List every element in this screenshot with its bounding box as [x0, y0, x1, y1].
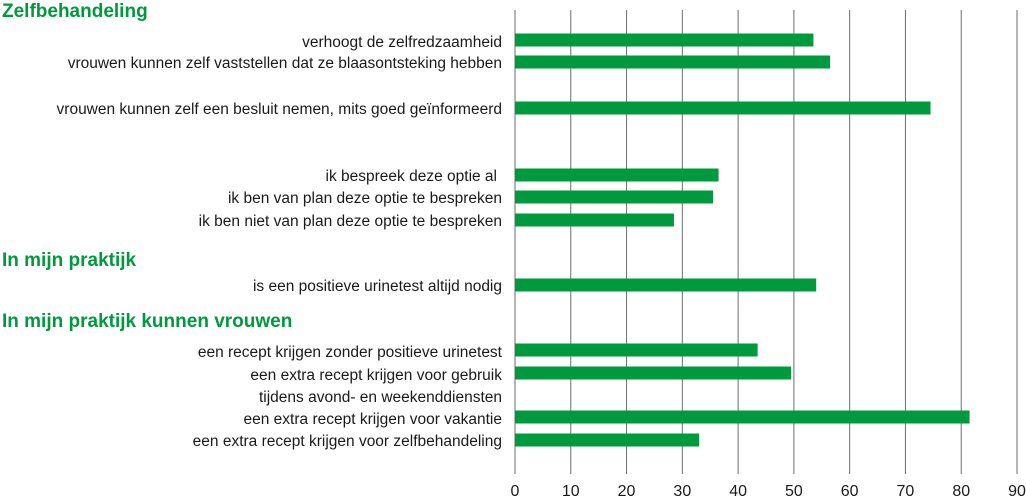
x-tick-label: 10 [562, 483, 580, 500]
category-label: ik bespreek deze optie al [326, 168, 497, 185]
category-label: tijdens avond- en weekenddiensten [259, 389, 502, 406]
bar [515, 410, 970, 424]
category-label: verhoogt de zelfredzaamheid [302, 34, 502, 51]
bar [515, 278, 817, 292]
bar [515, 190, 714, 204]
category-label: een recept krijgen zonder positieve urin… [198, 344, 503, 361]
bars [515, 33, 970, 447]
bar [515, 213, 674, 227]
category-label: ik ben niet van plan deze optie te bespr… [199, 213, 502, 230]
x-tick-label: 60 [841, 483, 859, 500]
x-tick-label: 80 [952, 483, 970, 500]
category-label: ik ben van plan deze optie te bespreken [228, 190, 502, 207]
x-tick-label: 20 [618, 483, 636, 500]
bar [515, 101, 931, 115]
bar [515, 366, 792, 380]
gridlines [514, 10, 1018, 474]
x-tick-label: 90 [1008, 483, 1026, 500]
bar [515, 55, 831, 69]
category-label: vrouwen kunnen zelf vaststellen dat ze b… [68, 55, 502, 72]
x-tick-label: 70 [897, 483, 915, 500]
category-label: vrouwen kunnen zelf een besluit nemen, m… [57, 101, 502, 118]
heading-zelfbehandeling: Zelfbehandeling [2, 1, 148, 22]
x-tick-label: 0 [511, 483, 520, 500]
heading-in-mijn-praktijk-kunnen-vrouwen: In mijn praktijk kunnen vrouwen [2, 311, 292, 332]
bar [515, 168, 719, 182]
category-label: een extra recept krijgen voor gebruik [250, 367, 502, 384]
bar [515, 433, 700, 447]
bar [515, 343, 758, 357]
bar [515, 33, 814, 47]
x-tick-label: 40 [729, 483, 747, 500]
x-tick-label: 30 [673, 483, 691, 500]
x-axis-ticks: 0 10 20 30 40 50 60 70 80 90 [511, 483, 1026, 500]
heading-in-mijn-praktijk: In mijn praktijk [2, 250, 137, 271]
category-label: een extra recept krijgen voor vakantie [244, 411, 502, 428]
x-tick-label: 50 [785, 483, 803, 500]
category-label: een extra recept krijgen voor zelfbehand… [193, 433, 502, 450]
category-label: is een positieve urinetest altijd nodig [253, 278, 502, 295]
